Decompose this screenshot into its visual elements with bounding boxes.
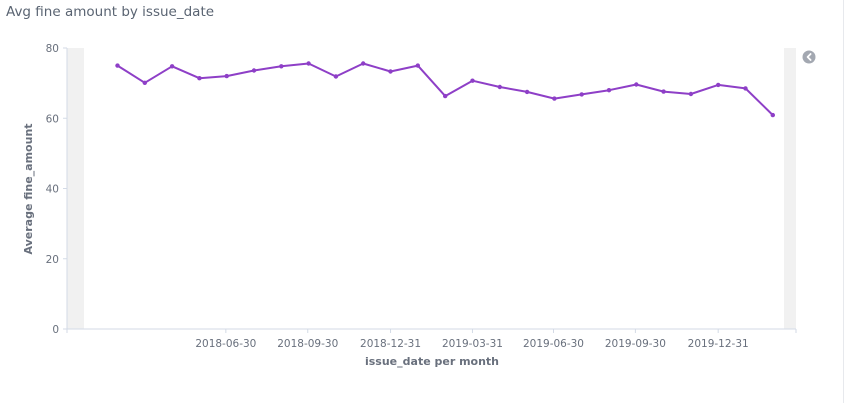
- series-line: [116, 62, 774, 116]
- x-tick-label: 2018-12-31: [360, 338, 421, 350]
- x-tick-label: 2018-09-30: [277, 338, 338, 350]
- chevron-left-glyph: [806, 53, 812, 61]
- data-point[interactable]: [251, 68, 257, 73]
- data-point[interactable]: [197, 76, 202, 81]
- x-tick-label: 2019-06-30: [523, 338, 584, 350]
- y-tick-label: 40: [46, 184, 59, 196]
- data-point[interactable]: [306, 61, 311, 66]
- data-point[interactable]: [688, 91, 694, 97]
- data-point[interactable]: [579, 92, 584, 97]
- panel-divider: [843, 0, 844, 403]
- data-point[interactable]: [743, 86, 748, 91]
- data-point[interactable]: [470, 78, 475, 83]
- data-point[interactable]: [606, 88, 612, 93]
- series-layer: [115, 61, 775, 118]
- y-axis-title: Average fine_amount: [22, 123, 35, 254]
- legend-toggle-button[interactable]: [802, 50, 816, 64]
- data-point[interactable]: [142, 80, 147, 86]
- data-point[interactable]: [443, 93, 448, 99]
- data-point[interactable]: [169, 64, 175, 69]
- plot-edge-shade-left: [67, 48, 84, 329]
- data-point[interactable]: [770, 112, 775, 118]
- data-point[interactable]: [497, 84, 502, 90]
- panel-title: Avg fine amount by issue_date: [6, 4, 215, 20]
- data-point[interactable]: [634, 82, 639, 87]
- y-tick-label: 80: [46, 43, 59, 55]
- x-axis-ticks: 2018-06-30 2018-09-30 2018-12-31 2019-03-31…: [66, 329, 797, 350]
- data-point[interactable]: [224, 73, 229, 79]
- data-point[interactable]: [661, 89, 666, 94]
- data-point[interactable]: [388, 69, 393, 74]
- data-point[interactable]: [333, 74, 339, 79]
- y-tick-label: 20: [46, 254, 59, 266]
- data-point[interactable]: [552, 96, 557, 101]
- x-tick-label: 2019-09-30: [605, 338, 666, 350]
- y-tick-label: 0: [52, 324, 59, 336]
- x-axis-title: issue_date per month: [365, 355, 499, 368]
- data-point[interactable]: [279, 64, 284, 69]
- data-point[interactable]: [415, 63, 420, 68]
- data-point[interactable]: [115, 63, 120, 68]
- x-tick-label: 2019-12-31: [688, 338, 749, 350]
- x-tick-label: 2018-06-30: [195, 338, 256, 350]
- y-tick-label: 60: [46, 113, 59, 125]
- x-tick-label: 2019-03-31: [442, 338, 503, 350]
- data-point[interactable]: [524, 89, 530, 95]
- data-point[interactable]: [716, 82, 721, 88]
- data-point[interactable]: [361, 61, 366, 66]
- chevron-left-circle-icon: [802, 50, 816, 64]
- plot-edge-shade-right: [784, 48, 796, 329]
- y-axis-ticks: 0 20 40 60 80: [46, 43, 67, 336]
